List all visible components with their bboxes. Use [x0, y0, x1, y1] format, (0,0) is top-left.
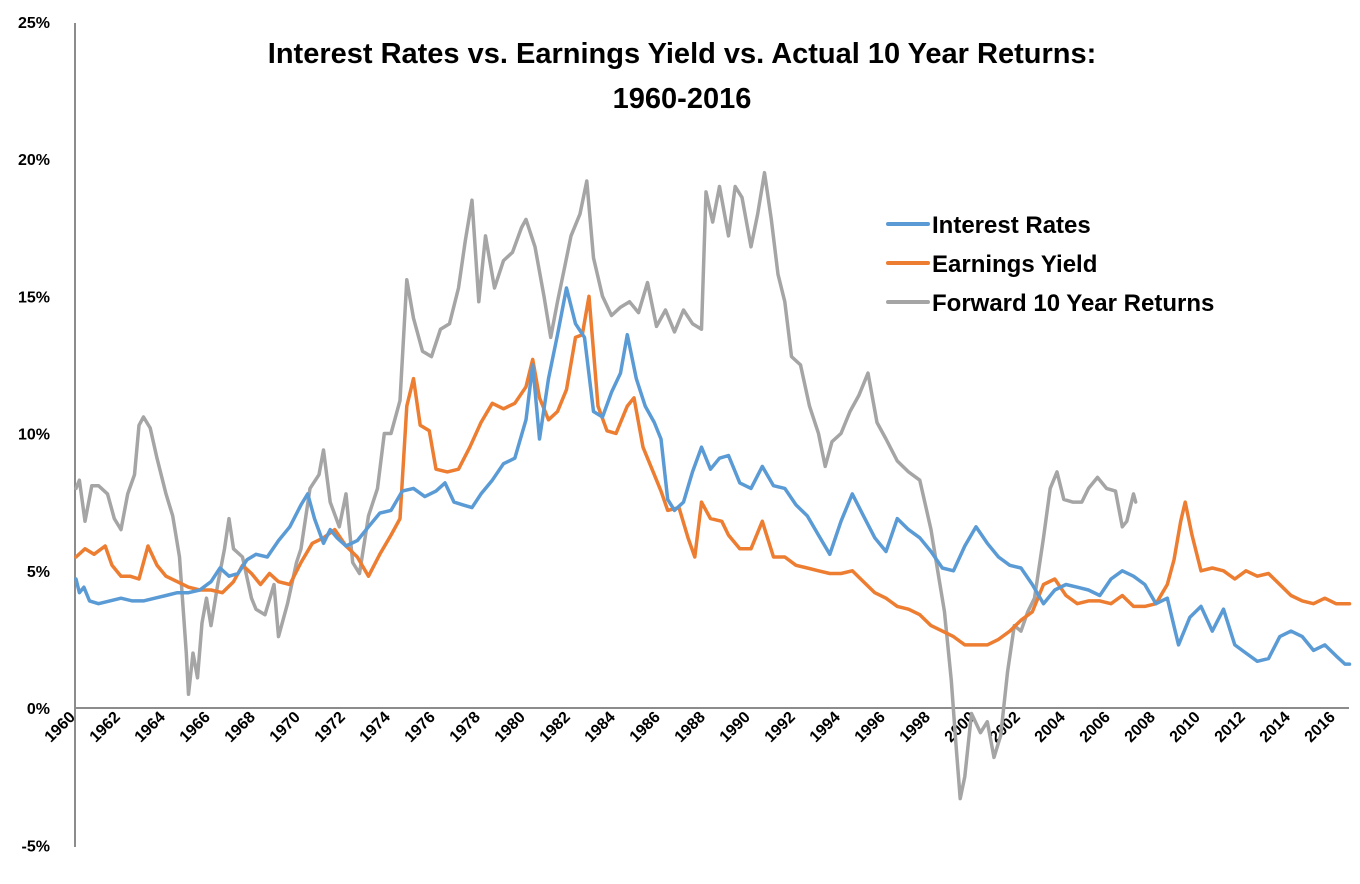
x-tick-label: 1992	[762, 709, 799, 746]
x-tick-label: 1962	[87, 709, 124, 746]
x-tick-label: 2006	[1077, 709, 1114, 746]
y-tick-label: -5%	[22, 838, 50, 855]
chart-subtitle: 1960-2016	[613, 83, 752, 115]
x-tick-label: 2014	[1257, 709, 1294, 746]
x-tick-label: 1984	[582, 709, 619, 746]
legend-item-earnings-yield: Earnings Yield	[886, 251, 1097, 278]
legend: Interest Rates Earnings Yield Forward 10…	[886, 212, 1214, 317]
x-tick-label: 1968	[222, 709, 259, 746]
y-tick-label: 0%	[27, 701, 50, 718]
x-tick-label: 1980	[492, 709, 529, 746]
legend-item-forward-returns: Forward 10 Year Returns	[886, 290, 1214, 317]
x-tick-label: 2008	[1122, 709, 1159, 746]
x-tick-label: 1978	[447, 709, 484, 746]
chart-title: Interest Rates vs. Earnings Yield vs. Ac…	[268, 38, 1096, 70]
x-tick-label: 1998	[897, 709, 934, 746]
legend-item-interest-rates: Interest Rates	[886, 212, 1091, 239]
x-tick-label: 1990	[717, 709, 754, 746]
series-line-earnings-yield	[74, 294, 1352, 647]
series-line-forward-10-year-returns	[74, 170, 1138, 801]
y-tick-labels: 25% 20% 15% 10% 5% 0% -5%	[18, 15, 50, 856]
x-tick-label: 2010	[1167, 709, 1204, 746]
x-tick-label: 1974	[357, 709, 394, 746]
x-tick-label: 2004	[1032, 709, 1069, 746]
x-tick-label: 2012	[1212, 709, 1249, 746]
x-tick-label: 1982	[537, 709, 574, 746]
y-tick-label: 15%	[18, 289, 50, 306]
legend-label-interest-rates: Interest Rates	[932, 212, 1091, 239]
legend-label-earnings-yield: Earnings Yield	[932, 251, 1097, 278]
legend-label-forward-returns: Forward 10 Year Returns	[932, 290, 1214, 317]
y-tick-label: 5%	[27, 564, 50, 581]
x-tick-label: 1964	[132, 709, 169, 746]
y-tick-label: 10%	[18, 427, 50, 444]
x-tick-label: 1972	[312, 709, 349, 746]
x-tick-label: 1970	[267, 709, 304, 746]
series-line-interest-rates	[74, 286, 1352, 666]
x-tick-label: 1996	[852, 709, 889, 746]
x-tick-label: 1976	[402, 709, 439, 746]
x-tick-label: 1986	[627, 709, 664, 746]
x-tick-label: 1994	[807, 709, 844, 746]
series-layer	[74, 170, 1352, 801]
x-tick-label: 1988	[672, 709, 709, 746]
x-tick-label: 1966	[177, 709, 214, 746]
y-tick-label: 25%	[18, 15, 50, 32]
x-tick-labels: 1960 1962 1964 1966 1968 1970 1972 1974 1976 1978…	[42, 709, 1339, 746]
y-tick-label: 20%	[18, 152, 50, 169]
x-tick-label: 2016	[1302, 709, 1339, 746]
